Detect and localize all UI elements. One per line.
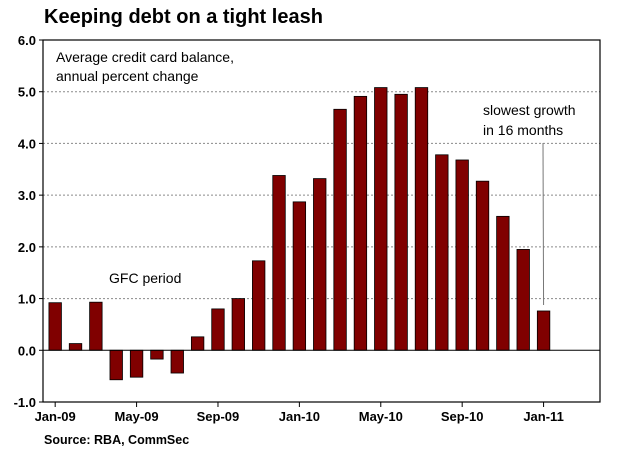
x-tick-label: Jan-11 xyxy=(523,409,563,424)
bar xyxy=(475,180,490,351)
bar xyxy=(455,159,469,351)
bar xyxy=(109,349,123,381)
bar xyxy=(394,93,408,351)
y-tick-label: 3.0 xyxy=(18,188,36,203)
x-tick-label: Sep-09 xyxy=(197,409,240,424)
bar xyxy=(516,249,530,351)
annotation-pointer-line xyxy=(542,142,545,305)
chart-title: Keeping debt on a tight leash xyxy=(44,6,323,28)
y-axis-label-line: Average credit card balance, xyxy=(56,49,234,65)
y-axis-label-line: annual percent change xyxy=(56,68,199,84)
bar xyxy=(211,308,225,351)
bar xyxy=(252,260,266,351)
bar xyxy=(129,349,144,378)
bar xyxy=(435,154,449,351)
bar xyxy=(150,349,164,360)
y-tick-label: 5.0 xyxy=(18,85,36,100)
bar xyxy=(89,301,103,351)
bar xyxy=(170,349,184,374)
bar xyxy=(231,298,245,351)
x-tick-label: Sep-10 xyxy=(441,409,484,424)
x-tick-label: Jan-10 xyxy=(279,409,320,424)
x-tick-label: May-09 xyxy=(115,409,159,424)
bar xyxy=(272,175,286,351)
bar xyxy=(414,87,429,351)
bar xyxy=(313,178,327,351)
plot-frame xyxy=(42,39,601,403)
bar xyxy=(292,201,307,351)
bar xyxy=(190,336,205,351)
bar xyxy=(68,343,83,351)
annotation-gfc-period: GFC period xyxy=(109,270,181,286)
source-note: Source: RBA, CommSec xyxy=(44,433,190,447)
bar xyxy=(536,310,551,351)
bar xyxy=(374,87,388,351)
bar xyxy=(48,302,62,351)
annotation-slowest-growth-line: in 16 months xyxy=(483,122,563,138)
x-tick-label: May-10 xyxy=(359,409,403,424)
bar xyxy=(496,215,510,351)
x-tick-label: Jan-09 xyxy=(35,409,76,424)
y-tick-label: -1.0 xyxy=(14,395,36,410)
y-tick-label: 1.0 xyxy=(18,292,36,307)
y-tick-label: 0.0 xyxy=(18,343,36,358)
annotation-slowest-growth-line: slowest growth xyxy=(483,102,576,118)
y-tick-label: 4.0 xyxy=(18,136,36,151)
y-tick-label: 2.0 xyxy=(18,240,36,255)
bar xyxy=(353,95,368,351)
y-tick-label: 6.0 xyxy=(18,33,36,48)
bar xyxy=(333,108,347,351)
